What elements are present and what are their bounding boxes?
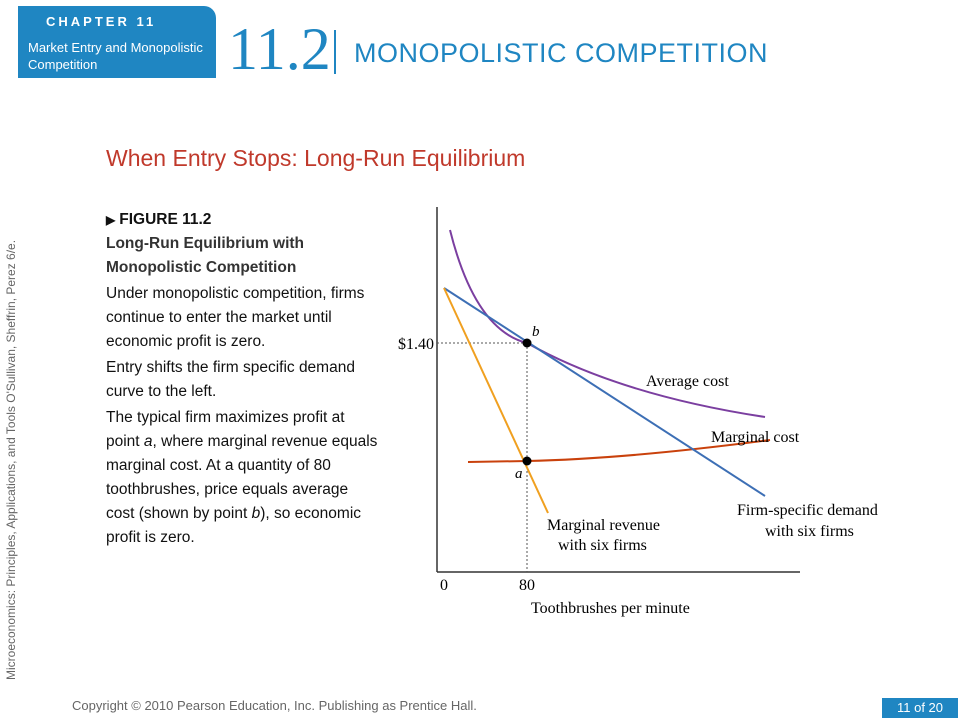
caption-paragraph: The typical firm maximizes profit at poi… xyxy=(106,406,378,550)
caption-text: , where marginal revenue equals marginal… xyxy=(106,433,378,522)
marginal-revenue-label: Marginal revenue xyxy=(547,517,660,534)
caption-paragraph: Entry shifts the firm specific demand cu… xyxy=(106,359,355,400)
slide-title: When Entry Stops: Long-Run Equilibrium xyxy=(106,145,526,171)
caption-paragraph: Under monopolistic competition, firms co… xyxy=(106,285,365,350)
point-b-marker xyxy=(522,338,532,348)
point-a-label: a xyxy=(515,466,523,482)
chapter-label: CHAPTER 11 xyxy=(46,14,157,29)
marginal-cost-label: Marginal cost xyxy=(711,429,800,446)
copyright-notice: Copyright © 2010 Pearson Education, Inc.… xyxy=(72,698,477,713)
point-a-marker xyxy=(522,456,532,466)
x-axis-label: Toothbrushes per minute xyxy=(531,600,690,617)
average-cost-label: Average cost xyxy=(646,373,729,390)
demand-label: Firm-specific demand xyxy=(737,502,878,519)
point-b-label: b xyxy=(532,324,540,340)
caption-point-a: a xyxy=(143,433,153,450)
marginal-cost-curve xyxy=(467,439,771,463)
section-number: 11.2 xyxy=(228,16,331,82)
figure-title: Long-Run Equilibrium with Monopolistic C… xyxy=(106,235,305,276)
figure-label-text: FIGURE 11.2 xyxy=(119,211,212,228)
demand-label: with six firms xyxy=(765,523,854,540)
figure-label: ▶ FIGURE 11.2 xyxy=(106,208,378,232)
book-citation: Microeconomics: Principles, Applications… xyxy=(4,239,18,680)
section-title: MONOPOLISTIC COMPETITION xyxy=(354,38,769,68)
caption-text: The typical firm maximizes profit at poi… xyxy=(106,409,345,450)
price-label: $1.40 xyxy=(398,336,434,353)
section-divider xyxy=(334,30,336,74)
caption-text: ), so economic profit is zero. xyxy=(106,505,362,546)
equilibrium-diagram: $1.40 b a 0 80 Toothbrushes per minute A… xyxy=(398,207,878,617)
chapter-box: CHAPTER 11 Market Entry and Monopolistic… xyxy=(18,6,216,78)
demand-curve xyxy=(443,287,766,497)
figure-caption: ▶ FIGURE 11.2 Long-Run Equilibrium with M… xyxy=(106,208,378,550)
triangle-bullet-icon: ▶ xyxy=(106,213,116,227)
marginal-revenue-curve xyxy=(443,287,549,514)
caption-point-b: b xyxy=(251,505,261,522)
quantity-tick-label: 80 xyxy=(519,577,535,594)
page-number: 11 of 20 xyxy=(882,698,958,718)
chapter-subtitle: Market Entry and Monopolistic Competitio… xyxy=(28,40,203,72)
origin-label: 0 xyxy=(440,577,448,594)
marginal-revenue-label: with six firms xyxy=(558,537,647,554)
